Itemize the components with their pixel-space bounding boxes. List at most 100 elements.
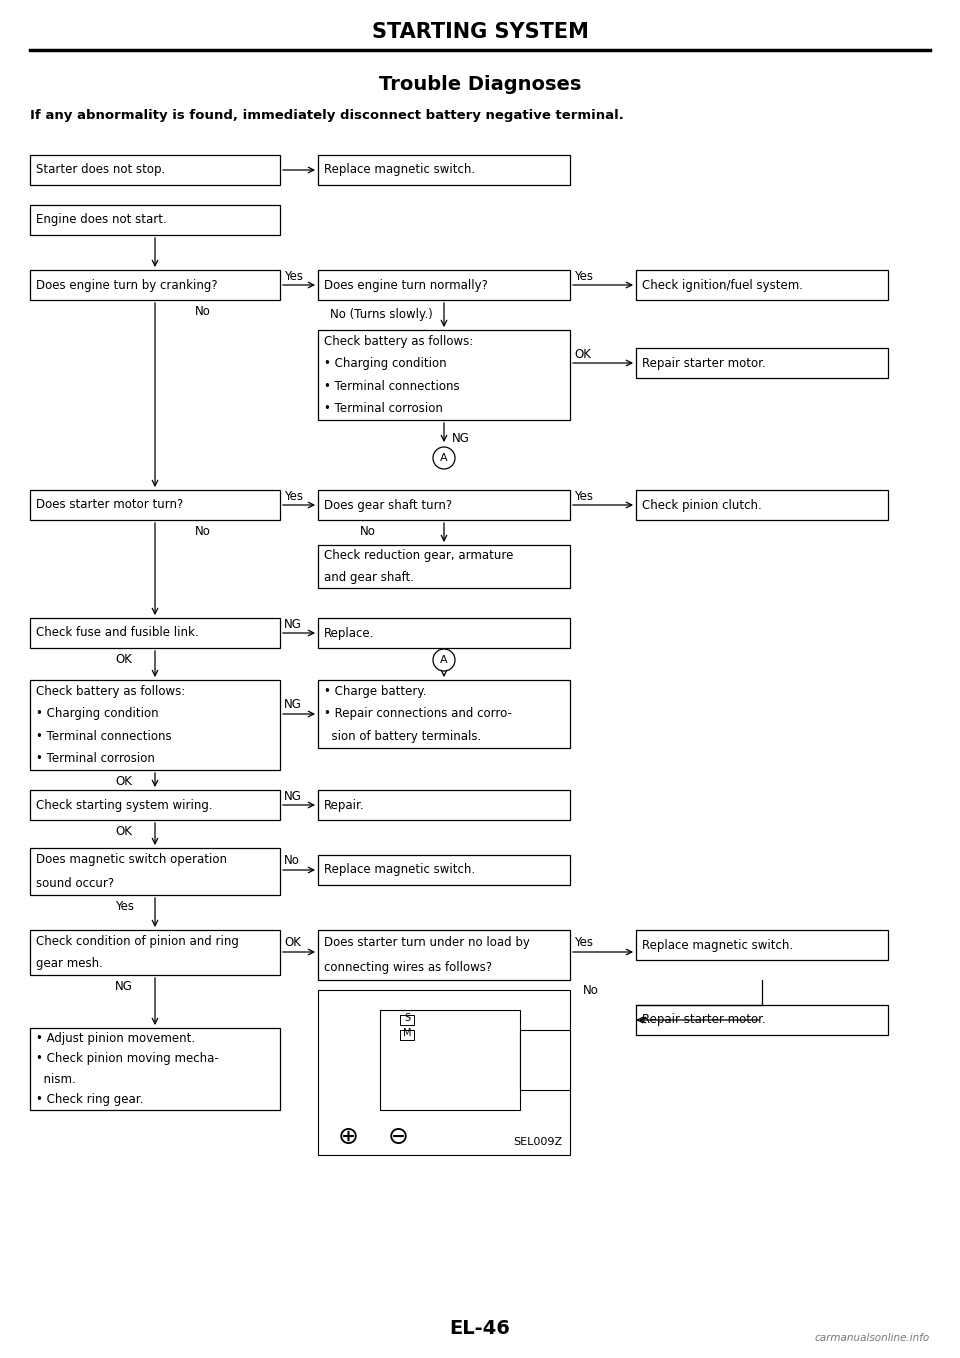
Text: Yes: Yes bbox=[284, 269, 303, 282]
Text: NG: NG bbox=[284, 618, 301, 630]
Text: No (Turns slowly.): No (Turns slowly.) bbox=[330, 308, 433, 320]
Text: Yes: Yes bbox=[574, 489, 593, 502]
Bar bbox=[318, 330, 570, 420]
Text: Yes: Yes bbox=[284, 489, 303, 502]
Text: Does engine turn by cranking?: Does engine turn by cranking? bbox=[36, 278, 218, 292]
Bar bbox=[318, 930, 570, 980]
Bar bbox=[318, 990, 570, 1156]
Text: EL-46: EL-46 bbox=[449, 1319, 511, 1338]
Text: No: No bbox=[195, 306, 211, 318]
Text: No: No bbox=[284, 854, 300, 868]
Text: NG: NG bbox=[284, 789, 301, 803]
Text: connecting wires as follows?: connecting wires as follows? bbox=[324, 961, 492, 974]
Bar bbox=[30, 847, 280, 895]
Text: Repair starter motor.: Repair starter motor. bbox=[642, 357, 766, 369]
Text: Does magnetic switch operation: Does magnetic switch operation bbox=[36, 853, 227, 866]
Text: Replace magnetic switch.: Replace magnetic switch. bbox=[324, 163, 475, 177]
Text: Replace.: Replace. bbox=[324, 626, 374, 640]
Text: Does gear shaft turn?: Does gear shaft turn? bbox=[324, 498, 452, 512]
Text: ⊖: ⊖ bbox=[388, 1124, 409, 1149]
Text: Engine does not start.: Engine does not start. bbox=[36, 213, 167, 227]
Text: Trouble Diagnoses: Trouble Diagnoses bbox=[379, 76, 581, 95]
Text: A: A bbox=[441, 454, 447, 463]
Text: • Terminal connections: • Terminal connections bbox=[36, 729, 172, 743]
Text: Yes: Yes bbox=[115, 900, 134, 913]
Bar bbox=[318, 680, 570, 748]
Bar bbox=[30, 790, 280, 820]
Bar bbox=[636, 490, 888, 520]
Bar bbox=[400, 1014, 414, 1025]
Bar bbox=[318, 856, 570, 885]
Text: STARTING SYSTEM: STARTING SYSTEM bbox=[372, 22, 588, 42]
Bar bbox=[30, 490, 280, 520]
Text: OK: OK bbox=[284, 937, 300, 949]
Text: ⊕: ⊕ bbox=[338, 1124, 358, 1149]
Text: Does engine turn normally?: Does engine turn normally? bbox=[324, 278, 488, 292]
Text: Does starter turn under no load by: Does starter turn under no load by bbox=[324, 936, 530, 949]
Text: • Terminal connections: • Terminal connections bbox=[324, 380, 460, 392]
Bar bbox=[30, 205, 280, 235]
Text: M: M bbox=[403, 1028, 411, 1038]
Text: Check condition of pinion and ring: Check condition of pinion and ring bbox=[36, 934, 239, 948]
Text: • Charge battery.: • Charge battery. bbox=[324, 684, 426, 698]
Text: Check battery as follows:: Check battery as follows: bbox=[324, 335, 473, 348]
Text: NG: NG bbox=[115, 980, 132, 993]
Text: A: A bbox=[441, 655, 447, 665]
Bar bbox=[380, 1010, 520, 1109]
Text: Check fuse and fusible link.: Check fuse and fusible link. bbox=[36, 626, 199, 640]
Bar bbox=[400, 1029, 414, 1040]
Text: Repair starter motor.: Repair starter motor. bbox=[642, 1013, 766, 1027]
Bar bbox=[636, 270, 888, 300]
Text: • Adjust pinion movement.: • Adjust pinion movement. bbox=[36, 1032, 195, 1044]
Text: Does starter motor turn?: Does starter motor turn? bbox=[36, 498, 183, 512]
Text: If any abnormality is found, immediately disconnect battery negative terminal.: If any abnormality is found, immediately… bbox=[30, 109, 624, 121]
Text: Yes: Yes bbox=[574, 937, 593, 949]
Text: S: S bbox=[404, 1013, 410, 1023]
Text: Replace magnetic switch.: Replace magnetic switch. bbox=[642, 938, 793, 952]
Text: SEL009Z: SEL009Z bbox=[513, 1137, 562, 1148]
Text: carmanualsonline.info: carmanualsonline.info bbox=[815, 1334, 930, 1343]
Text: • Terminal corrosion: • Terminal corrosion bbox=[36, 752, 155, 766]
Text: OK: OK bbox=[115, 775, 132, 788]
Bar bbox=[636, 1005, 888, 1035]
Bar bbox=[30, 680, 280, 770]
Bar bbox=[318, 545, 570, 588]
Bar bbox=[30, 1028, 280, 1109]
Text: • Repair connections and corro-: • Repair connections and corro- bbox=[324, 708, 512, 721]
Text: NG: NG bbox=[452, 432, 469, 445]
Bar bbox=[30, 155, 280, 185]
Bar bbox=[318, 790, 570, 820]
Text: Replace magnetic switch.: Replace magnetic switch. bbox=[324, 864, 475, 876]
Bar bbox=[318, 618, 570, 648]
Text: No: No bbox=[583, 985, 599, 997]
Bar bbox=[318, 490, 570, 520]
Text: Check ignition/fuel system.: Check ignition/fuel system. bbox=[642, 278, 803, 292]
Text: Check reduction gear, armature: Check reduction gear, armature bbox=[324, 549, 514, 562]
Bar bbox=[636, 348, 888, 378]
Text: Starter does not stop.: Starter does not stop. bbox=[36, 163, 165, 177]
Text: No: No bbox=[195, 526, 211, 538]
Text: sion of battery terminals.: sion of battery terminals. bbox=[324, 731, 481, 743]
Bar bbox=[318, 155, 570, 185]
Text: OK: OK bbox=[574, 348, 590, 360]
Text: Repair.: Repair. bbox=[324, 799, 365, 812]
Text: Check battery as follows:: Check battery as follows: bbox=[36, 684, 185, 698]
Text: No: No bbox=[360, 526, 376, 538]
Text: nism.: nism. bbox=[36, 1073, 76, 1086]
Bar bbox=[30, 930, 280, 975]
Bar bbox=[520, 1029, 570, 1090]
Text: gear mesh.: gear mesh. bbox=[36, 957, 103, 970]
Bar bbox=[636, 930, 888, 960]
Text: Check starting system wiring.: Check starting system wiring. bbox=[36, 799, 212, 812]
Text: NG: NG bbox=[284, 698, 301, 712]
Bar bbox=[30, 618, 280, 648]
Text: and gear shaft.: and gear shaft. bbox=[324, 570, 414, 584]
Text: • Charging condition: • Charging condition bbox=[324, 357, 446, 371]
Text: OK: OK bbox=[115, 653, 132, 665]
Text: sound occur?: sound occur? bbox=[36, 877, 114, 889]
Text: • Check ring gear.: • Check ring gear. bbox=[36, 1093, 143, 1107]
Bar bbox=[318, 270, 570, 300]
Bar bbox=[30, 270, 280, 300]
Text: Yes: Yes bbox=[574, 269, 593, 282]
Text: • Terminal corrosion: • Terminal corrosion bbox=[324, 402, 443, 416]
